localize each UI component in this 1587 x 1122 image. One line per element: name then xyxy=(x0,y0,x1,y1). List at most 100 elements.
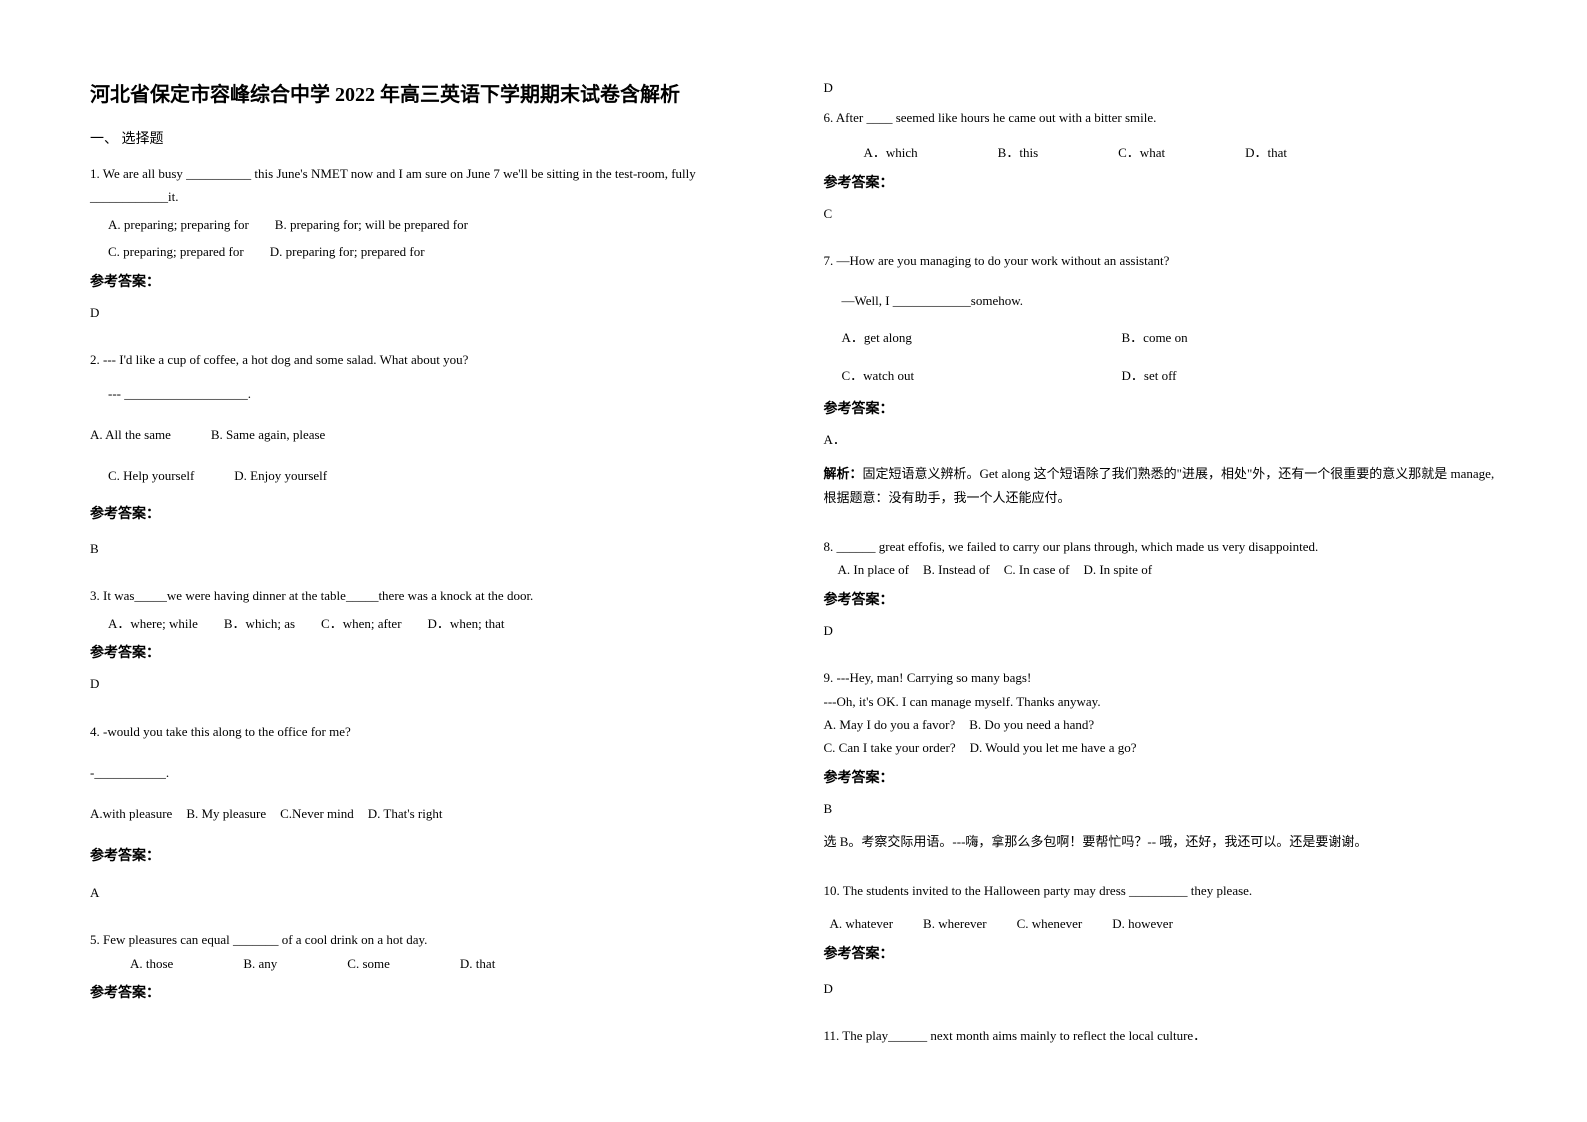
options-row: A. preparing; preparing for B. preparing… xyxy=(108,213,764,236)
option-d: D. that xyxy=(460,952,495,975)
question-line2: —Well, I ____________somehow. xyxy=(842,289,1498,312)
option-c: C. whenever xyxy=(1017,912,1083,935)
option-a: A. May I do you a favor? xyxy=(824,713,956,736)
option-a: A. whatever xyxy=(830,912,894,935)
answer-label: 参考答案： xyxy=(824,171,1498,196)
answer-label: 参考答案： xyxy=(90,641,764,666)
question-text: 5. Few pleasures can equal _______ of a … xyxy=(90,928,764,951)
question-9: 9. ---Hey, man! Carrying so many bags! -… xyxy=(824,666,1498,865)
option-c: C. some xyxy=(347,952,390,975)
question-text: 1. We are all busy __________ this June'… xyxy=(90,162,764,209)
option-d: D．set off xyxy=(1122,364,1177,387)
option-c: C．what xyxy=(1118,141,1165,164)
option-a: A．where; while xyxy=(108,612,198,635)
option-d: D. preparing for; prepared for xyxy=(270,240,425,263)
options-row: A. May I do you a favor? B. Do you need … xyxy=(824,713,1498,736)
option-b: B. preparing for; will be prepared for xyxy=(275,213,468,236)
options-row: C. preparing; prepared for D. preparing … xyxy=(108,240,764,263)
option-a: A．which xyxy=(864,141,918,164)
answer-label: 参考答案： xyxy=(824,942,1498,967)
answer-label: 参考答案： xyxy=(824,588,1498,613)
question-1: 1. We are all busy __________ this June'… xyxy=(90,162,764,334)
question-line2: -___________. xyxy=(90,761,764,784)
question-7: 7. —How are you managing to do your work… xyxy=(824,249,1498,521)
option-b: B. Same again, please xyxy=(211,423,325,446)
option-c: C. Can I take your order? xyxy=(824,736,956,759)
options-row: C. Can I take your order? D. Would you l… xyxy=(824,736,1498,759)
option-d: D．when; that xyxy=(428,612,505,635)
options-row: A. whatever B. wherever C. whenever D. h… xyxy=(830,912,1498,935)
option-d: D．that xyxy=(1245,141,1287,164)
option-a: A. All the same xyxy=(90,423,171,446)
question-line2: ---Oh, it's OK. I can manage myself. Tha… xyxy=(824,690,1498,713)
answer-value: D xyxy=(824,80,1498,96)
answer-value: B xyxy=(824,797,1498,820)
answer-value: D xyxy=(90,301,764,324)
options-row: A.with pleasure B. My pleasure C.Never m… xyxy=(90,802,764,825)
option-b: B. My pleasure xyxy=(186,802,266,825)
option-a: A.with pleasure xyxy=(90,802,172,825)
answer-value: C xyxy=(824,202,1498,225)
answer-value: D xyxy=(824,619,1498,642)
option-c: C.Never mind xyxy=(280,802,354,825)
option-d: D. In spite of xyxy=(1083,558,1152,581)
option-c: C. Help yourself xyxy=(108,464,194,487)
page-title: 河北省保定市容峰综合中学 2022 年高三英语下学期期末试卷含解析 xyxy=(90,80,764,110)
explanation: 解析：固定短语意义辨析。Get along 这个短语除了我们熟悉的"进展，相处"… xyxy=(824,462,1498,511)
question-text: 7. —How are you managing to do your work… xyxy=(824,249,1498,272)
option-b: B．which; as xyxy=(224,612,295,635)
options-row: A．which B．this C．what D．that xyxy=(864,141,1498,164)
question-10: 10. The students invited to the Hallowee… xyxy=(824,879,1498,1010)
explain-text: 固定短语意义辨析。Get along 这个短语除了我们熟悉的"进展，相处"外，还… xyxy=(824,466,1495,506)
right-column: D 6. After ____ seemed like hours he cam… xyxy=(824,80,1498,1082)
question-8: 8. ______ great effofis, we failed to ca… xyxy=(824,535,1498,652)
question-2: 2. --- I'd like a cup of coffee, a hot d… xyxy=(90,348,764,570)
options-row: A. All the same B. Same again, please xyxy=(90,423,764,446)
question-3: 3. It was_____we were having dinner at t… xyxy=(90,584,764,705)
question-text: 2. --- I'd like a cup of coffee, a hot d… xyxy=(90,348,764,371)
explain-label: 解析： xyxy=(824,466,863,481)
question-text: 6. After ____ seemed like hours he came … xyxy=(824,106,1498,129)
options-row: A．get along B．come on xyxy=(842,326,1498,349)
option-d: D. That's right xyxy=(368,802,443,825)
answer-value: A． xyxy=(824,428,1498,451)
answer-label: 参考答案： xyxy=(90,981,764,1006)
options-row: A．where; while B．which; as C．when; after… xyxy=(108,612,764,635)
question-text: 10. The students invited to the Hallowee… xyxy=(824,879,1498,902)
answer-value: D xyxy=(824,977,1498,1000)
answer-label: 参考答案： xyxy=(824,766,1498,791)
answer-value: B xyxy=(90,537,764,560)
option-b: B. wherever xyxy=(923,912,987,935)
left-column: 河北省保定市容峰综合中学 2022 年高三英语下学期期末试卷含解析 一、 选择题… xyxy=(90,80,764,1082)
option-a: A. In place of xyxy=(838,558,909,581)
question-text: 3. It was_____we were having dinner at t… xyxy=(90,584,764,607)
options-row: A. In place of B. Instead of C. In case … xyxy=(838,558,1498,581)
question-4: 4. -would you take this along to the off… xyxy=(90,720,764,915)
question-11: 11. The play______ next month aims mainl… xyxy=(824,1024,1498,1047)
option-b: B. Instead of xyxy=(923,558,990,581)
options-row: C. Help yourself D. Enjoy yourself xyxy=(108,464,764,487)
option-b: B. Do you need a hand? xyxy=(969,713,1094,736)
question-6: 6. After ____ seemed like hours he came … xyxy=(824,106,1498,235)
answer-label: 参考答案： xyxy=(90,844,764,869)
option-d: D. however xyxy=(1112,912,1173,935)
option-b: B. any xyxy=(243,952,277,975)
answer-value: A xyxy=(90,881,764,904)
options-row: A. those B. any C. some D. that xyxy=(130,952,764,975)
option-c: C. In case of xyxy=(1004,558,1070,581)
answer-value: D xyxy=(90,672,764,695)
explanation: 选 B。考察交际用语。---嗨，拿那么多包啊！要帮忙吗？-- 哦，还好，我还可以… xyxy=(824,830,1498,855)
options-row: C．watch out D．set off xyxy=(842,364,1498,387)
option-d: D. Enjoy yourself xyxy=(234,464,327,487)
option-b: B．this xyxy=(998,141,1038,164)
option-a: A．get along xyxy=(842,326,1122,349)
answer-label: 参考答案： xyxy=(824,397,1498,422)
question-line2: --- ___________________. xyxy=(108,382,764,405)
question-5: 5. Few pleasures can equal _______ of a … xyxy=(90,928,764,1012)
question-text: 11. The play______ next month aims mainl… xyxy=(824,1024,1498,1047)
question-text: 9. ---Hey, man! Carrying so many bags! xyxy=(824,666,1498,689)
question-text: 8. ______ great effofis, we failed to ca… xyxy=(824,535,1498,558)
option-a: A. those xyxy=(130,952,173,975)
option-a: A. preparing; preparing for xyxy=(108,213,249,236)
option-d: D. Would you let me have a go? xyxy=(970,736,1137,759)
